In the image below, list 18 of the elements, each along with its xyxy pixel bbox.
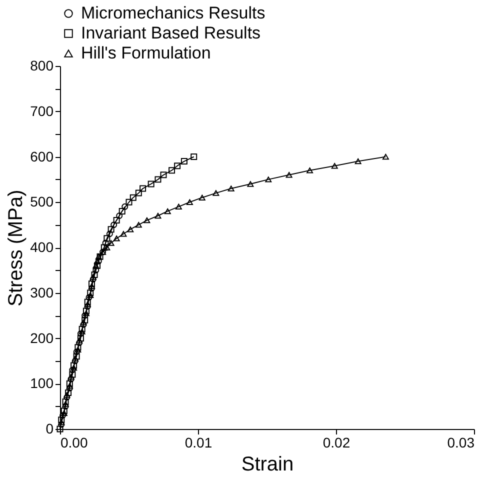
- legend-label: Hill's Formulation: [81, 44, 211, 62]
- y-tick-label: 600: [30, 148, 54, 164]
- y-tick-label: 300: [30, 284, 54, 300]
- y-tick-label: 500: [30, 194, 54, 210]
- y-tick-label: 700: [30, 102, 54, 119]
- x-tick-label: 0.02: [322, 434, 350, 450]
- legend-label: Micromechanics Results: [81, 4, 266, 22]
- y-tick-label: 0: [46, 420, 54, 436]
- y-tick-label: 400: [30, 239, 54, 255]
- x-tick-label: 0.01: [184, 434, 212, 450]
- x-axis-title: Strain: [241, 454, 294, 476]
- x-tick-label: 0.00: [60, 434, 88, 450]
- x-tick-label: 0.03: [447, 434, 475, 450]
- legend-label: Invariant Based Results: [81, 24, 261, 42]
- y-tick-label: 800: [30, 58, 54, 74]
- y-axis-title: Stress (MPa): [5, 190, 28, 306]
- y-tick-label: 100: [30, 375, 54, 392]
- y-tick-label: 200: [30, 330, 54, 346]
